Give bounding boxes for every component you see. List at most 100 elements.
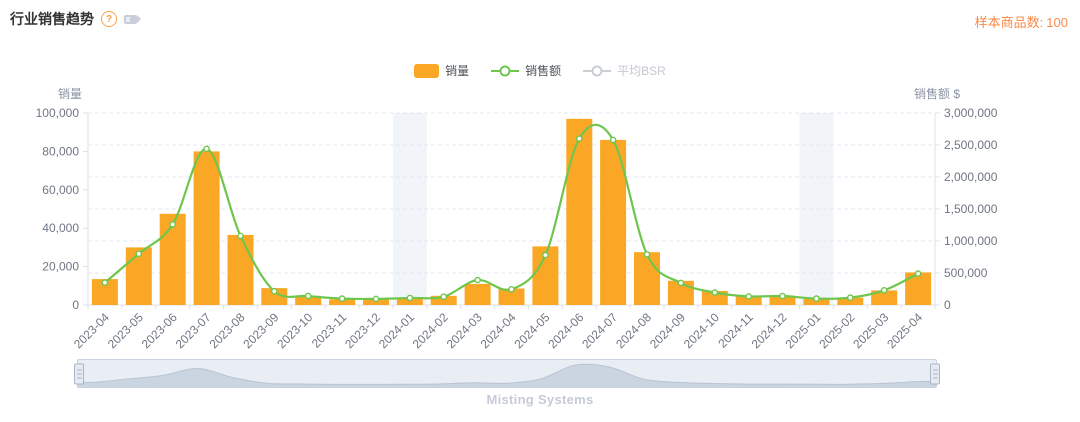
- bar-2023-09[interactable]: [261, 288, 288, 305]
- legend-label: 销售额: [525, 64, 562, 78]
- line-point-2023-12[interactable]: [372, 295, 380, 303]
- bar-2023-11[interactable]: [329, 299, 356, 305]
- x-axis-label: 2023-04: [71, 310, 112, 351]
- y-axis-left-label: 20,000: [42, 260, 79, 274]
- bar-2024-12[interactable]: [769, 296, 796, 305]
- line-point-2023-10[interactable]: [304, 292, 312, 300]
- bar-2025-02[interactable]: [837, 297, 864, 305]
- sales-trend-chart: 0 20,000 40,000 60,000 80,000 100,000 0 500,000…: [36, 86, 998, 351]
- x-axis-label: 2023-07: [173, 310, 214, 351]
- bar-2024-06[interactable]: [566, 118, 593, 305]
- line-swatch-icon: [583, 64, 612, 78]
- help-icon[interactable]: [101, 11, 117, 27]
- line-point-2024-10[interactable]: [711, 289, 719, 296]
- line-point-2023-09[interactable]: [270, 287, 278, 295]
- line-point-2023-07[interactable]: [203, 145, 210, 153]
- card-title: 行业销售趋势: [10, 11, 94, 27]
- datazoom-slider[interactable]: [74, 359, 940, 388]
- x-axis-label: 2025-01: [782, 310, 823, 351]
- x-axis-label: 2024-04: [478, 310, 519, 351]
- line-point-2024-06[interactable]: [576, 135, 583, 142]
- y-axis-left-label: 0: [72, 298, 79, 312]
- x-axis-label: 2024-08: [613, 310, 654, 351]
- y-axis-right-label: 0: [944, 298, 951, 312]
- datazoom-handle-left[interactable]: [74, 363, 84, 384]
- y-axis-left-label: 80,000: [42, 144, 79, 158]
- y-axis-left-label: 40,000: [42, 221, 79, 235]
- bar-2025-03[interactable]: [871, 290, 898, 305]
- y-axis-left-label: 100,000: [36, 106, 80, 120]
- line-point-2023-06[interactable]: [169, 221, 176, 228]
- line-point-2024-04[interactable]: [508, 285, 515, 293]
- y-axis-right-label: 500,000: [944, 266, 988, 280]
- bar-swatch-icon: [414, 63, 440, 78]
- x-axis-label: 2024-12: [749, 310, 790, 351]
- legend-label: 平均BSR: [617, 64, 666, 78]
- legend-label: 销量: [445, 64, 470, 78]
- x-axis-label: 2023-06: [139, 310, 180, 351]
- chart-legend: 销量 销售额 平均BSR: [0, 62, 1080, 79]
- bar-2024-11[interactable]: [735, 296, 762, 305]
- x-axis-label: 2023-05: [105, 310, 146, 351]
- legend-item-avg-bsr[interactable]: 平均BSR: [583, 62, 666, 79]
- line-point-2024-12[interactable]: [779, 292, 786, 300]
- bar-2023-07[interactable]: [193, 151, 220, 305]
- line-point-2024-01[interactable]: [406, 294, 414, 302]
- y-axis-right-label: 2,000,000: [944, 170, 998, 184]
- bar-2023-06[interactable]: [159, 213, 186, 305]
- y-axis-left-name: 销量: [58, 87, 82, 101]
- bar-2023-08[interactable]: [227, 234, 254, 305]
- x-axis-label: 2023-08: [207, 310, 248, 351]
- line-point-2025-04[interactable]: [914, 270, 922, 277]
- sample-count-value: 100: [1046, 15, 1068, 30]
- bar-2024-04[interactable]: [498, 288, 525, 306]
- line-point-2024-07[interactable]: [609, 136, 617, 144]
- y-axis-right-name: 销售额 $: [914, 86, 960, 101]
- line-point-2023-05[interactable]: [135, 250, 143, 258]
- line-point-2023-11[interactable]: [338, 295, 346, 302]
- line-point-2025-01[interactable]: [813, 295, 820, 302]
- line-point-2024-03[interactable]: [474, 276, 481, 284]
- x-axis-label: 2025-04: [884, 310, 925, 351]
- card-header: 行业销售趋势: [10, 9, 141, 29]
- y-axis-right-label: 3,000,000: [944, 106, 998, 120]
- x-axis-label: 2024-10: [681, 310, 722, 351]
- bar-2023-10[interactable]: [295, 295, 322, 305]
- y-axis-right-label: 1,500,000: [944, 202, 998, 216]
- x-axis-label: 2024-01: [376, 310, 417, 351]
- bar-2024-08[interactable]: [634, 252, 660, 305]
- line-point-2024-11[interactable]: [745, 293, 753, 300]
- line-point-2024-02[interactable]: [440, 293, 448, 300]
- video-tutorial-icon[interactable]: [124, 14, 141, 24]
- bar-2024-02[interactable]: [430, 295, 457, 305]
- y-axis-right-label: 1,000,000: [944, 234, 998, 248]
- line-point-2025-03[interactable]: [880, 286, 888, 294]
- sample-count-label: 样本商品数:: [974, 15, 1044, 30]
- datazoom-data-shadow: [78, 363, 936, 387]
- line-point-2023-04[interactable]: [101, 279, 109, 286]
- x-axis-label: 2025-02: [816, 310, 857, 351]
- x-axis-label: 2023-11: [309, 310, 350, 351]
- y-axis-right-label: 2,500,000: [944, 138, 998, 152]
- x-axis-label: 2025-03: [850, 310, 891, 351]
- x-axis-label: 2024-03: [444, 310, 485, 351]
- x-axis-label: 2023-12: [342, 310, 383, 351]
- x-axis-label: 2024-05: [511, 310, 552, 351]
- data-shadow-line: [78, 363, 936, 385]
- legend-item-sales-volume[interactable]: 销量: [414, 62, 469, 79]
- x-axis-label: 2024-11: [715, 310, 756, 351]
- datazoom-handle-right[interactable]: [930, 363, 940, 384]
- bar-2024-01[interactable]: [396, 298, 423, 306]
- x-axis-label: 2024-06: [545, 310, 586, 351]
- line-point-2025-02[interactable]: [847, 294, 854, 301]
- bar-2024-03[interactable]: [464, 283, 491, 305]
- legend-item-sales-amount[interactable]: 销售额: [491, 62, 561, 79]
- line-point-2024-05[interactable]: [542, 251, 549, 259]
- line-point-2023-08[interactable]: [237, 232, 244, 240]
- line-point-2024-09[interactable]: [677, 279, 685, 287]
- line-point-2024-08[interactable]: [643, 251, 651, 258]
- category-name: Misting Systems: [486, 392, 594, 407]
- x-axis-label: 2023-09: [240, 310, 281, 351]
- data-shadow-area: [78, 364, 936, 387]
